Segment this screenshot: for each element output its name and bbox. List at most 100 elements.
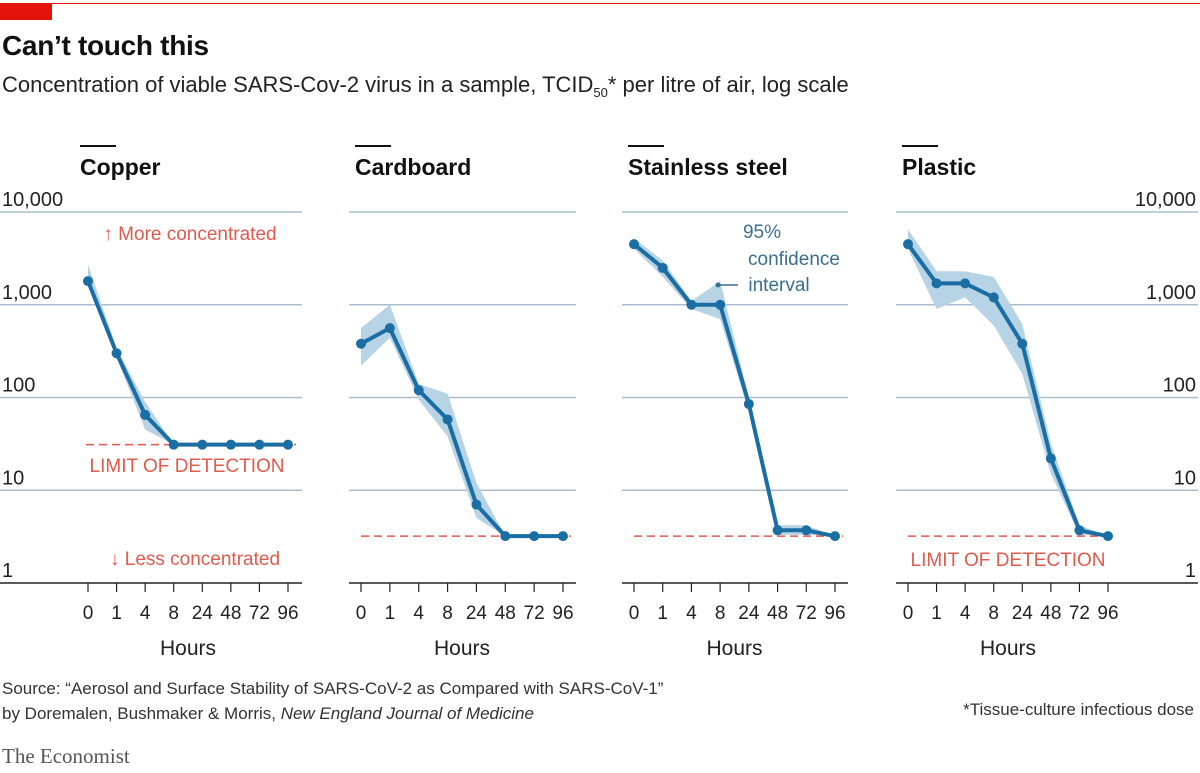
x-tick-label: 4 — [686, 603, 697, 624]
data-point — [111, 348, 122, 359]
chart-title: Can’t touch this — [2, 30, 209, 61]
annotation-ci-line1: 95% — [743, 222, 781, 243]
x-tick-label: 72 — [796, 603, 817, 624]
x-tick-label: 48 — [767, 603, 788, 624]
chart-subtitle: Concentration of viable SARS-Cov-2 virus… — [2, 72, 849, 100]
brand-logo-text: The Economist — [2, 744, 130, 768]
data-point — [988, 292, 999, 303]
data-point — [931, 278, 942, 289]
data-point — [743, 399, 754, 410]
x-tick-label: 1 — [931, 603, 942, 624]
annotation-less-concentrated: ↓ Less concentrated — [110, 549, 280, 570]
data-point — [903, 239, 913, 250]
series-line — [86, 280, 288, 447]
annotation-ci-dot — [715, 282, 721, 288]
y-tick-label-left: 100 — [2, 375, 35, 397]
x-axis-label: Hours — [980, 637, 1036, 660]
x-tick-label: 1 — [111, 603, 122, 624]
confidence-band — [908, 229, 1108, 537]
x-tick-label: 24 — [1012, 603, 1034, 624]
x-axis-label: Hours — [434, 637, 490, 660]
x-tick-label: 1 — [657, 603, 668, 624]
source-note: Source: “Aerosol and Surface Stability o… — [2, 679, 664, 723]
data-point — [225, 439, 236, 450]
data-point — [1074, 525, 1085, 536]
annotation-limit-plastic: LIMIT OF DETECTION — [911, 550, 1106, 571]
x-tick-label: 24 — [466, 603, 488, 624]
x-axis-label: Hours — [706, 637, 762, 660]
x-tick-label: 96 — [824, 603, 845, 624]
data-point — [384, 323, 395, 334]
y-tick-label-left: 1,000 — [2, 282, 52, 304]
x-tick-label: 72 — [1069, 603, 1090, 624]
data-point — [197, 439, 208, 450]
y-tick-label-right: 10,000 — [1135, 189, 1196, 211]
y-tick-label-right: 1,000 — [1146, 282, 1196, 304]
data-point — [442, 414, 453, 425]
y-tick-label-right: 10 — [1174, 467, 1196, 489]
x-tick-label: 96 — [1097, 603, 1118, 624]
x-tick-label: 8 — [442, 603, 453, 624]
x-tick-label: 4 — [960, 603, 971, 624]
x-tick-label: 96 — [277, 603, 298, 624]
data-point — [83, 276, 93, 287]
data-point — [686, 299, 697, 310]
data-point — [772, 525, 783, 536]
confidence-band — [634, 238, 835, 537]
x-tick-label: 4 — [413, 603, 424, 624]
data-point — [960, 278, 971, 289]
data-point — [801, 525, 812, 536]
confidence-band — [361, 304, 563, 537]
x-tick-label: 8 — [988, 603, 999, 624]
x-tick-label: 48 — [1040, 603, 1061, 624]
x-tick-label: 0 — [903, 603, 914, 624]
data-point — [657, 262, 668, 273]
data-point — [413, 385, 424, 396]
y-tick-label-left: 10,000 — [2, 189, 63, 211]
data-point — [558, 531, 568, 542]
x-tick-label: 0 — [83, 603, 94, 624]
y-tick-label-right: 100 — [1163, 375, 1196, 397]
data-point — [715, 299, 726, 310]
panel-title: Stainless steel — [628, 154, 788, 180]
annotation-limit-copper: LIMIT OF DETECTION — [90, 456, 285, 477]
x-tick-label: 48 — [220, 603, 241, 624]
x-tick-label: 72 — [249, 603, 270, 624]
data-point — [140, 409, 151, 420]
footnote: *Tissue-culture infectious dose — [963, 700, 1194, 719]
x-tick-label: 0 — [629, 603, 640, 624]
y-tick-label-right: 1 — [1185, 560, 1196, 582]
data-point — [1017, 338, 1028, 349]
x-tick-label: 72 — [524, 603, 545, 624]
x-tick-label: 48 — [495, 603, 516, 624]
x-tick-label: 8 — [168, 603, 179, 624]
data-point — [830, 531, 840, 542]
x-tick-label: 96 — [552, 603, 573, 624]
x-tick-label: 0 — [356, 603, 367, 624]
data-point — [529, 531, 540, 542]
brand-red-tag — [0, 3, 52, 20]
x-tick-label: 4 — [140, 603, 151, 624]
y-tick-label-left: 1 — [2, 560, 13, 582]
data-point — [283, 439, 293, 450]
top-rule — [0, 3, 1200, 4]
data-point — [629, 239, 639, 250]
data-point — [471, 499, 482, 510]
data-point — [356, 338, 366, 349]
annotation-ci-line3: interval — [748, 275, 809, 296]
data-point — [168, 439, 179, 450]
data-point — [1103, 531, 1113, 542]
x-tick-label: 24 — [738, 603, 760, 624]
x-tick-label: 1 — [385, 603, 396, 624]
data-point — [254, 439, 265, 450]
y-tick-label-left: 10 — [2, 467, 24, 489]
series-line — [360, 326, 563, 539]
data-point — [1045, 453, 1056, 464]
annotation-ci-line2: confidence — [748, 249, 840, 270]
panel-title: Copper — [80, 154, 161, 180]
